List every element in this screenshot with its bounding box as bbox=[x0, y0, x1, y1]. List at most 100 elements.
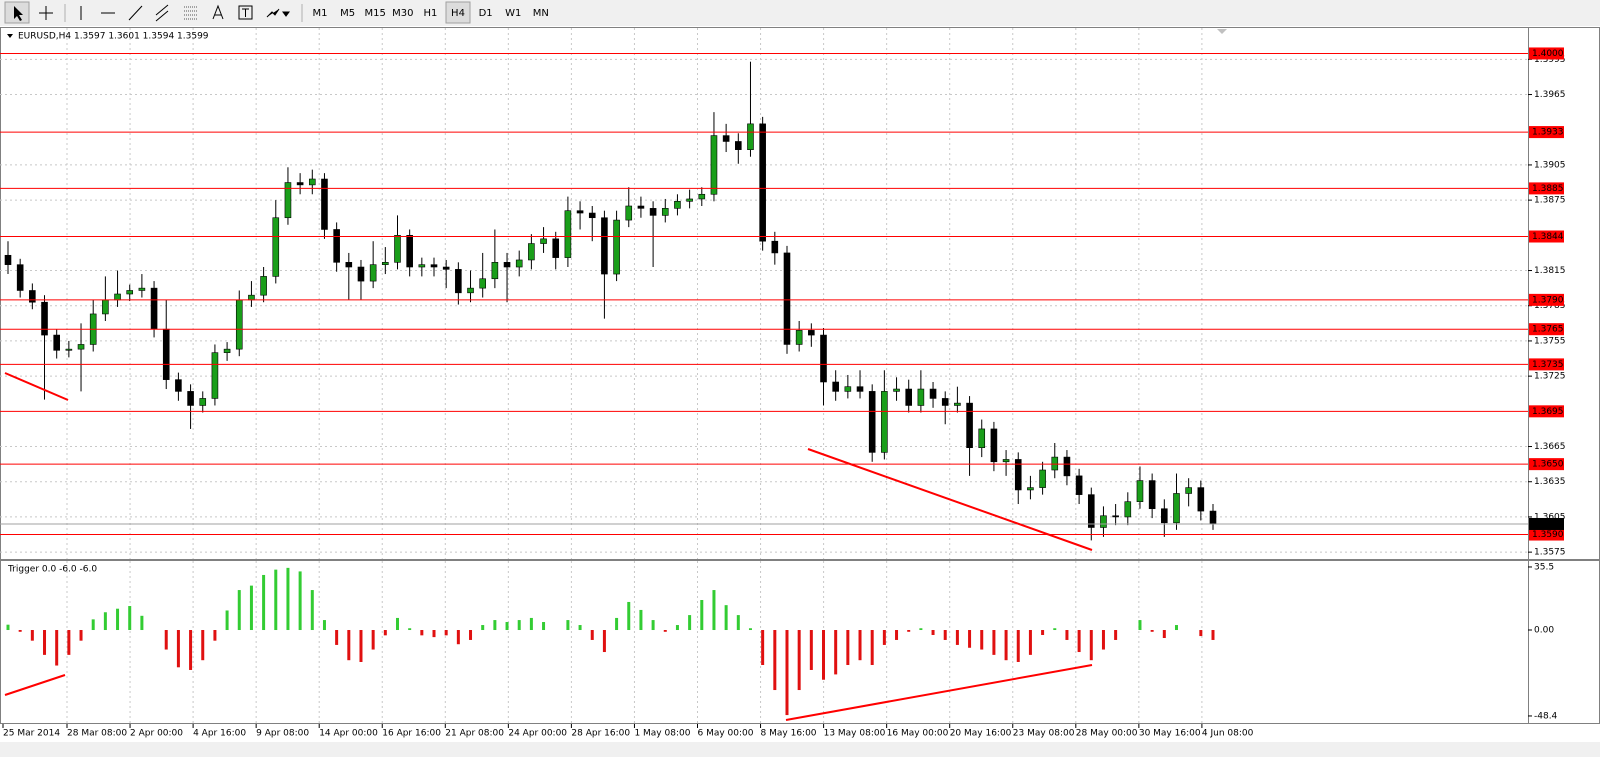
candle-body bbox=[601, 217, 608, 275]
candle-body bbox=[1185, 487, 1192, 494]
histogram-bar bbox=[590, 630, 594, 640]
histogram-bar bbox=[980, 630, 984, 650]
histogram-bar bbox=[1016, 630, 1020, 662]
trendline[interactable] bbox=[785, 664, 1093, 721]
level-label: 1.3790 bbox=[1532, 295, 1564, 305]
candle-body bbox=[1161, 508, 1168, 524]
level-label-bg bbox=[1529, 293, 1564, 306]
candle-body bbox=[394, 235, 401, 263]
channel-button[interactable] bbox=[155, 4, 169, 22]
candle-body bbox=[722, 135, 730, 142]
candle-body bbox=[29, 290, 36, 303]
candle-body bbox=[1209, 510, 1217, 525]
candle-body bbox=[868, 391, 876, 453]
candle-body bbox=[1100, 515, 1107, 528]
y-tick-label: -48.4 bbox=[1534, 711, 1558, 721]
candle-body bbox=[479, 278, 486, 289]
candle-body bbox=[674, 201, 681, 209]
histogram-bar bbox=[286, 567, 290, 631]
timeframe-button[interactable]: H1 bbox=[423, 8, 437, 19]
histogram-bar bbox=[615, 617, 619, 631]
histogram-bar bbox=[663, 630, 667, 632]
timeframes: M1 M5 M15 M30 H1 H4 D1 W1 MN bbox=[313, 1, 549, 24]
timeframe-button[interactable]: M5 bbox=[340, 8, 355, 19]
candle-body bbox=[296, 182, 304, 186]
histogram-bar bbox=[1211, 630, 1215, 640]
candle-body bbox=[41, 301, 48, 336]
histogram-bar bbox=[1053, 628, 1057, 631]
candle-body bbox=[1002, 459, 1010, 463]
histogram-bar bbox=[383, 630, 387, 636]
candle-body bbox=[114, 293, 121, 301]
timeframe-button[interactable]: H4 bbox=[451, 8, 465, 19]
arrows-button[interactable] bbox=[266, 8, 290, 18]
trendlines bbox=[4, 372, 1093, 721]
histogram-bar bbox=[566, 620, 570, 631]
timeframe-button[interactable]: MN bbox=[533, 8, 549, 19]
label-button[interactable] bbox=[238, 5, 253, 20]
fibo-button[interactable] bbox=[184, 6, 198, 20]
timeframe-button[interactable]: M1 bbox=[313, 8, 328, 19]
timeframe-button[interactable]: W1 bbox=[505, 8, 521, 19]
candle-body bbox=[418, 264, 426, 268]
header-triangle bbox=[7, 34, 13, 38]
x-tick-label: 23 May 08:00 bbox=[1013, 729, 1075, 739]
trendline[interactable] bbox=[807, 448, 1093, 551]
x-tick-label: 28 Apr 16:00 bbox=[571, 729, 630, 739]
x-tick-label: 4 Jun 08:00 bbox=[1202, 729, 1254, 739]
histogram-bar bbox=[444, 630, 448, 636]
x-tick-label: 16 Apr 16:00 bbox=[382, 729, 441, 739]
histogram-bar bbox=[895, 630, 899, 640]
candle-body bbox=[1063, 456, 1071, 477]
histogram-bar bbox=[907, 630, 911, 632]
trendline[interactable] bbox=[4, 372, 69, 401]
y-tick-label: 0.00 bbox=[1534, 626, 1554, 636]
histogram-bar bbox=[870, 630, 874, 665]
histogram-bar bbox=[700, 600, 704, 631]
plot: 1.40001.39331.38851.38441.37901.37651.37… bbox=[0, 47, 1564, 716]
candle-body bbox=[4, 254, 12, 265]
timeframe-button[interactable]: M30 bbox=[392, 8, 413, 19]
histogram-bar bbox=[1089, 630, 1093, 661]
text-button[interactable] bbox=[212, 4, 224, 20]
crosshair-button[interactable] bbox=[39, 6, 53, 20]
candle-body bbox=[333, 229, 340, 263]
candle-body bbox=[990, 428, 998, 463]
candle-body bbox=[382, 262, 389, 265]
histogram-bar bbox=[773, 630, 777, 691]
candle-body bbox=[1027, 487, 1034, 491]
histogram-bar bbox=[469, 630, 473, 640]
candle-body bbox=[929, 388, 937, 399]
candle-body bbox=[625, 205, 633, 221]
histogram-bar bbox=[6, 624, 10, 631]
timeframe-button[interactable]: D1 bbox=[479, 8, 493, 19]
histogram-bar bbox=[627, 601, 631, 631]
histogram-bar bbox=[262, 574, 266, 631]
candle-body bbox=[1197, 487, 1205, 512]
histogram-bar bbox=[30, 630, 34, 641]
x-tick-label: 20 May 16:00 bbox=[950, 729, 1012, 739]
histogram-bar bbox=[79, 630, 83, 641]
current-price-label: 1.3599 bbox=[1532, 519, 1564, 529]
histogram-bar bbox=[91, 619, 95, 631]
level-label-bg bbox=[1529, 323, 1564, 336]
candle-body bbox=[102, 299, 109, 315]
cursor-icon bbox=[14, 6, 23, 21]
trendline[interactable] bbox=[4, 674, 66, 696]
histogram-bar bbox=[578, 625, 582, 631]
y-tick-label: 1.3785 bbox=[1534, 301, 1566, 311]
histogram-bar bbox=[834, 630, 838, 675]
histogram-bar bbox=[1028, 630, 1032, 655]
histogram-bar bbox=[18, 630, 22, 632]
candle-body bbox=[187, 391, 194, 406]
candle-body bbox=[1014, 459, 1022, 491]
histogram-bar bbox=[724, 605, 728, 631]
level-label-bg bbox=[1529, 182, 1564, 195]
x-tick-label: 28 May 00:00 bbox=[1076, 729, 1138, 739]
candle-body bbox=[735, 141, 742, 150]
histogram-bar bbox=[493, 620, 497, 631]
trendline-button[interactable] bbox=[128, 5, 143, 21]
timeframe-button[interactable]: M15 bbox=[365, 8, 386, 19]
symbol-header: EURUSD,H4 1.3597 1.3601 1.3594 1.3599 bbox=[18, 32, 209, 42]
